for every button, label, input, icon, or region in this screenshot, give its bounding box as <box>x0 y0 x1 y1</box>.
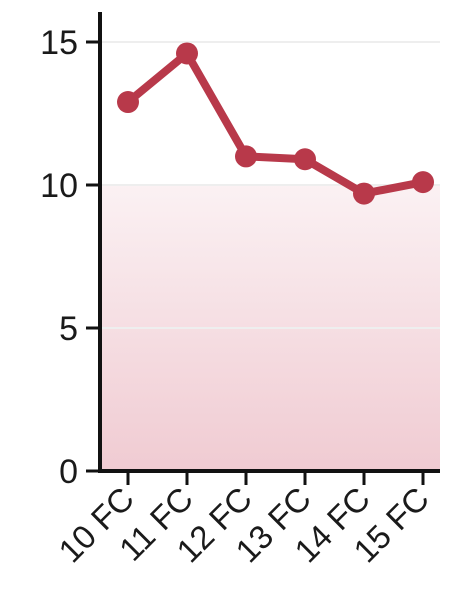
data-point <box>294 148 316 171</box>
y-tick-label: 15 <box>40 24 78 62</box>
data-point <box>412 171 434 194</box>
series-line <box>124 49 427 198</box>
y-tick-label: 5 <box>59 310 78 348</box>
data-point <box>176 42 198 65</box>
y-tick-label: 10 <box>40 167 78 205</box>
data-point <box>235 145 257 168</box>
y-tick-label: 0 <box>59 453 78 491</box>
data-point <box>117 91 139 114</box>
data-point <box>353 182 375 205</box>
